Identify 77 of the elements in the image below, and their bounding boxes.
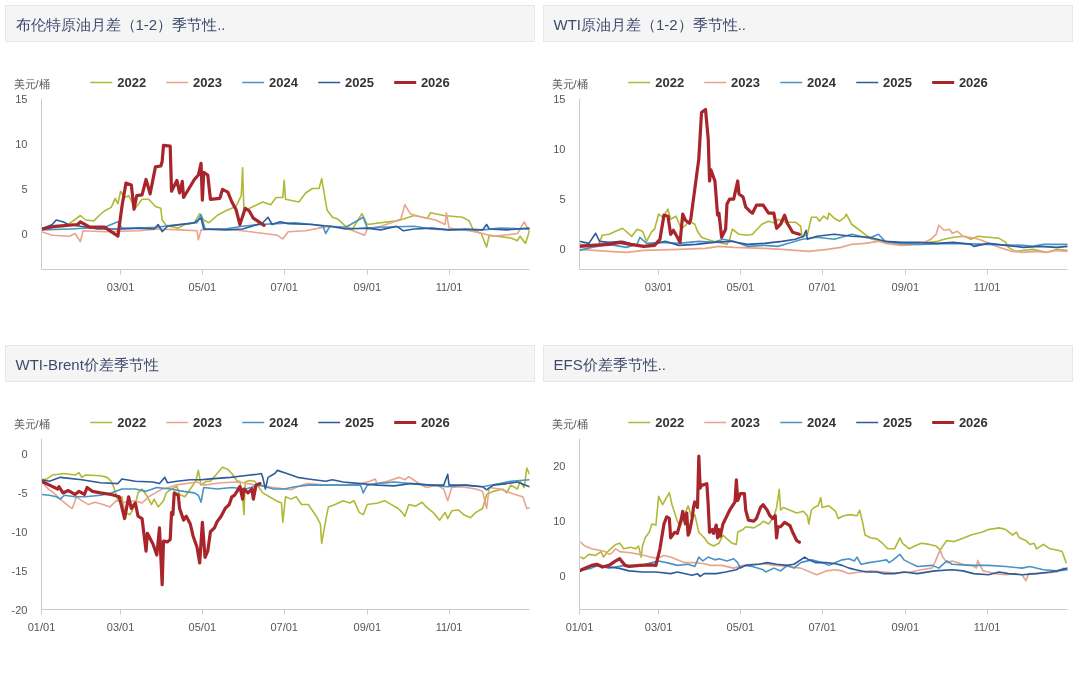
x-tick-label: 07/01 (808, 280, 836, 293)
line-series (579, 107, 801, 248)
y-tick-label: 0 (559, 570, 566, 583)
y-tick-label: -20 (11, 603, 28, 616)
x-tick-label: 11/01 (435, 620, 463, 633)
x-tick-label: 03/01 (106, 280, 135, 293)
x-tick-label: 11/01 (973, 280, 1001, 293)
legend-label: 2024 (807, 74, 836, 90)
legend-label: 2024 (269, 414, 298, 430)
legend-label: 2025 (344, 74, 374, 90)
line-series (580, 488, 1067, 564)
y-tick-label: 20 (553, 460, 566, 473)
x-tick-label: 07/01 (270, 280, 298, 293)
x-tick-label: 01/01 (27, 620, 56, 633)
y-tick-label: 5 (559, 193, 566, 206)
y-axis-title: 美元/桶 (13, 417, 50, 430)
line-series (579, 454, 801, 573)
chart-title: WTI原油月差（1-2）季节性.. (553, 15, 747, 33)
y-tick-label: 15 (553, 92, 566, 105)
x-tick-label: 05/01 (188, 620, 217, 633)
legend-label: 2022 (655, 74, 685, 90)
y-axis-title: 美元/桶 (551, 417, 588, 430)
x-tick-label: 11/01 (973, 620, 1001, 633)
legend-label: 2023 (731, 74, 761, 90)
y-tick-label: 0 (21, 227, 28, 240)
line-series (41, 143, 266, 238)
chart-title: WTI-Brent价差季节性 (15, 355, 159, 373)
y-tick-label: -10 (11, 525, 28, 538)
x-tick-label: 03/01 (644, 620, 673, 633)
x-tick-label: 09/01 (891, 280, 920, 293)
legend-label: 2025 (882, 414, 912, 430)
chart-title: EFS价差季节性.. (553, 355, 667, 373)
y-tick-label: 0 (21, 448, 28, 461)
legend-label: 2024 (269, 74, 298, 90)
legend-label: 2026 (958, 414, 988, 430)
y-tick-label: -5 (17, 486, 28, 499)
x-tick-label: 09/01 (891, 620, 920, 633)
x-tick-label: 05/01 (726, 280, 755, 293)
y-tick-label: 15 (15, 92, 28, 105)
line-series (579, 208, 1068, 254)
y-tick-label: 5 (21, 182, 28, 195)
legend-label: 2026 (420, 74, 450, 90)
x-tick-label: 07/01 (270, 620, 298, 633)
legend-label: 2023 (193, 74, 223, 90)
x-tick-label: 11/01 (435, 280, 463, 293)
legend-label: 2026 (420, 414, 450, 430)
line-series (41, 469, 530, 491)
y-tick-label: 10 (553, 142, 566, 155)
line-series (41, 466, 530, 545)
chart-title: 布伦特原油月差（1-2）季节性.. (15, 15, 226, 33)
x-tick-label: 09/01 (353, 280, 382, 293)
y-axis-title: 美元/桶 (551, 77, 588, 90)
legend-label: 2024 (807, 414, 836, 430)
legend-label: 2023 (731, 414, 761, 430)
y-tick-label: -15 (11, 564, 28, 577)
x-tick-label: 01/01 (565, 620, 594, 633)
x-tick-label: 05/01 (726, 620, 755, 633)
y-tick-label: 0 (559, 243, 566, 256)
legend-label: 2026 (958, 74, 988, 90)
x-tick-label: 07/01 (808, 620, 836, 633)
y-axis-title: 美元/桶 (13, 77, 50, 90)
y-tick-label: 10 (15, 137, 28, 150)
x-tick-label: 09/01 (353, 620, 382, 633)
legend-label: 2023 (193, 414, 223, 430)
legend-label: 2025 (882, 74, 912, 90)
legend-label: 2025 (344, 414, 374, 430)
x-tick-label: 03/01 (106, 620, 135, 633)
legend-label: 2022 (117, 414, 147, 430)
line-series (41, 203, 530, 243)
x-tick-label: 03/01 (644, 280, 673, 293)
x-tick-label: 05/01 (188, 280, 217, 293)
line-series (41, 475, 530, 510)
line-series (41, 478, 530, 504)
legend-label: 2022 (117, 74, 147, 90)
legend-label: 2022 (655, 414, 685, 430)
line-series (41, 479, 262, 587)
y-tick-label: 10 (553, 515, 566, 528)
